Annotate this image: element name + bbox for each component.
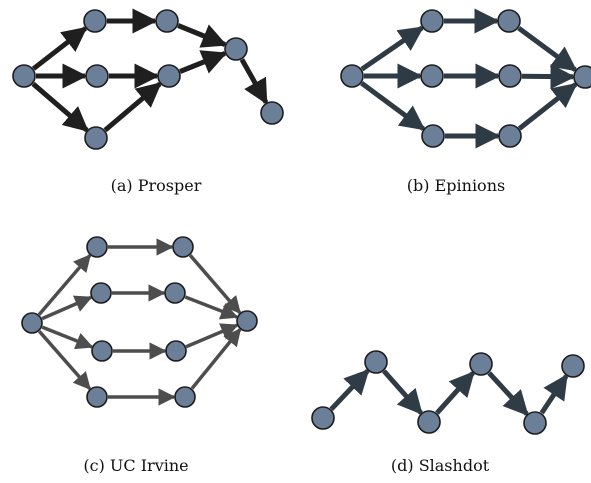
node-n10	[236, 310, 258, 332]
node-n8	[260, 101, 284, 125]
caption-epinions: (b) Epinions	[407, 176, 505, 195]
edge-n9-to-n10	[190, 328, 242, 390]
node-n5	[497, 9, 521, 33]
edge-n4-to-n5	[487, 371, 529, 416]
node-n1	[340, 64, 364, 88]
edge-n1-to-n2	[329, 368, 370, 412]
edge-n1-to-n2	[31, 26, 88, 71]
caption-slashdot: (d) Slashdot	[391, 456, 490, 475]
edge-n7-to-n10	[184, 295, 239, 320]
edge-n5-to-n6	[539, 373, 569, 415]
edge-n1-to-n2	[37, 254, 92, 316]
node-n6	[157, 64, 181, 88]
node-n5	[86, 386, 108, 408]
edge-n1-to-n4	[360, 81, 426, 131]
node-n7	[164, 282, 186, 304]
node-n6	[498, 64, 522, 88]
node-n4	[469, 352, 493, 376]
node-n1	[21, 312, 43, 334]
panel-slashdot	[311, 350, 585, 435]
node-n2	[364, 350, 388, 374]
panel-uc-irvine	[21, 236, 258, 408]
edge-n7-to-n8	[517, 82, 578, 131]
node-n4	[84, 126, 108, 150]
node-n3	[417, 410, 441, 434]
node-n1	[311, 406, 335, 430]
edge-n5-to-n7	[177, 23, 228, 48]
node-n8	[573, 65, 591, 89]
node-n2	[420, 9, 444, 33]
node-n4	[91, 340, 113, 362]
edge-n1-to-n5	[37, 330, 92, 391]
edge-n3-to-n4	[435, 371, 475, 415]
node-n5	[523, 411, 547, 435]
edge-n7-to-n8	[239, 58, 269, 105]
edge-n1-to-n2	[360, 25, 425, 72]
node-n3	[85, 64, 109, 88]
node-n3	[90, 282, 112, 304]
node-n9	[174, 386, 196, 408]
node-n2	[86, 236, 108, 258]
edge-n4-to-n6	[103, 81, 162, 133]
edge-n5-to-n8	[517, 26, 578, 72]
edge-n2-to-n3	[382, 369, 423, 415]
node-n1	[12, 64, 36, 88]
node-n4	[421, 124, 445, 148]
panel-prosper	[12, 8, 284, 150]
node-n6	[172, 236, 194, 258]
panel-epinions	[340, 8, 591, 149]
caption-uc-irvine: (c) UC Irvine	[83, 456, 188, 475]
node-n6	[561, 354, 585, 378]
node-n7	[224, 37, 248, 61]
edge-n6-to-n7	[179, 50, 228, 74]
edge-n1-to-n4	[31, 81, 89, 133]
node-n2	[83, 9, 107, 33]
edge-n6-to-n8	[521, 64, 576, 90]
node-n3	[420, 64, 444, 88]
edge-n1-to-n3	[41, 295, 93, 321]
edge-n6-to-n10	[188, 254, 242, 315]
edge-n1-to-n4	[41, 325, 94, 350]
node-n8	[165, 340, 187, 362]
node-n7	[498, 124, 522, 148]
caption-prosper: (a) Prosper	[111, 176, 202, 195]
node-n5	[155, 9, 179, 33]
